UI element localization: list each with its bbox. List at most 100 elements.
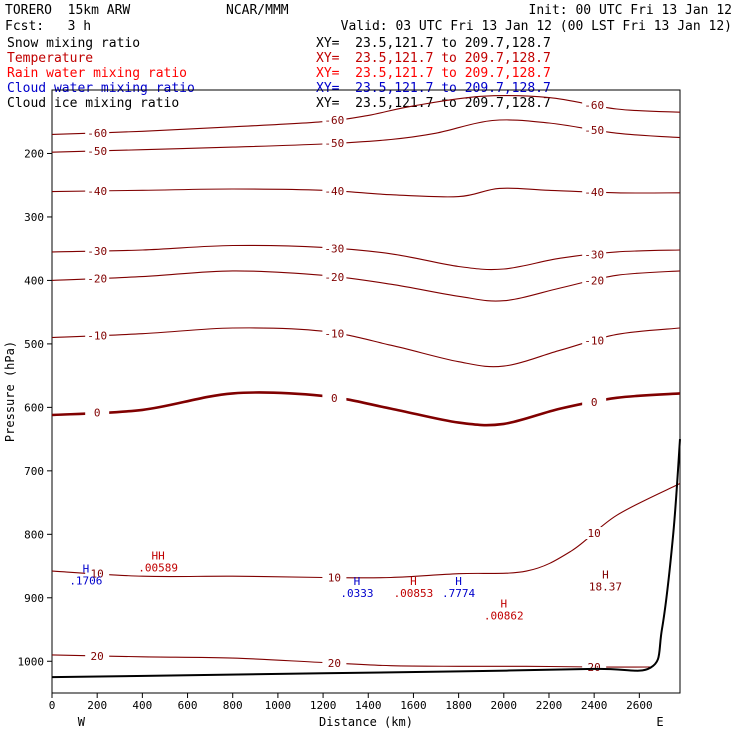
maximum-marker: H [455,575,462,588]
isotherm-line [51,391,681,427]
legend-label: Snow mixing ratio [7,36,141,51]
isotherm-line [51,327,681,368]
isotherm-label-bg [582,334,607,347]
isotherm-label: 0 [331,392,338,405]
x-tick-label: 2200 [536,699,563,712]
isotherm-label-bg [85,144,110,157]
forecast-hour: Fcst: 3 h [5,19,92,34]
isotherm-label: -30 [87,245,107,258]
isotherm-label: -30 [584,248,604,261]
isotherm-label-bg [322,270,347,283]
isotherm-label: 0 [591,396,598,409]
isotherm-label-bg [322,392,347,405]
y-tick-label: 300 [24,211,44,224]
isotherm-label-bg [322,137,347,150]
isotherm-label: 20 [328,657,341,670]
maximum-value: 18.37 [589,581,622,594]
valid-time: Valid: 03 UTC Fri 13 Jan 12 (00 LST Fri … [340,19,732,34]
x-tick-label: 800 [223,699,243,712]
legend-xy: XY= 23.5,121.7 to 209.7,128.7 [316,81,551,96]
isotherm-label: 10 [91,568,104,581]
isotherm-label-bg [582,396,607,409]
maximum-marker: H [410,575,417,588]
x-tick-label: 0 [49,699,56,712]
east-end-label: E [656,715,663,729]
maximum-value: .00853 [394,587,434,600]
x-tick-label: 1200 [310,699,337,712]
isotherm-label-bg [582,527,607,540]
isotherm-label: -60 [324,114,344,127]
isotherm-label: -10 [87,330,107,343]
isotherm-line [51,119,681,153]
legend-label: Cloud water mixing ratio [7,81,195,96]
x-tick-label: 1400 [355,699,382,712]
isotherm-label: -20 [87,273,107,286]
y-tick-label: 400 [24,274,44,287]
maximum-marker: H [83,562,90,575]
isotherm-label: -40 [584,186,604,199]
legend-xy: XY= 23.5,121.7 to 209.7,128.7 [316,36,551,51]
isotherm-label-bg [582,248,607,261]
isotherm-label-bg [322,657,347,670]
isotherm-label-bg [582,185,607,198]
maximum-value: .0333 [340,587,373,600]
x-axis-title: Distance (km) [319,715,413,729]
west-end-label: W [78,715,86,729]
isotherm-label: 0 [94,406,101,419]
x-tick-label: 1600 [400,699,427,712]
isotherm-line [51,95,681,135]
y-tick-label: 700 [24,465,44,478]
legend-xy: XY= 23.5,121.7 to 209.7,128.7 [316,51,551,66]
isotherm-label: 20 [91,650,104,663]
x-tick-label: 2600 [626,699,653,712]
isotherm-line [51,187,681,198]
isotherm-label: -40 [87,185,107,198]
isotherm-label-bg [85,329,110,342]
y-tick-label: 600 [24,401,44,414]
maximum-marker: HH [152,550,165,563]
isotherm-label: -10 [324,328,344,341]
maximum-value: .00589 [138,562,178,575]
isotherm-label-bg [582,274,607,287]
x-tick-label: 1800 [445,699,472,712]
x-tick-label: 200 [87,699,107,712]
legend-label: Rain water mixing ratio [7,66,188,81]
x-tick-label: 1000 [265,699,292,712]
isotherm-label-bg [85,244,110,257]
isotherm-label: -60 [584,99,604,112]
legend-label: Temperature [7,51,94,66]
y-tick-label: 1000 [18,655,45,668]
isotherm-label-bg [85,567,110,580]
x-tick-label: 2000 [491,699,518,712]
isotherm-line [51,654,651,668]
isotherm-label-bg [85,649,110,662]
model-title: TORERO 15km ARW [5,3,131,18]
isotherm-label: -20 [584,274,604,287]
isotherm-label: -50 [584,124,604,137]
isotherm-label: 10 [328,571,341,584]
x-tick-label: 400 [132,699,152,712]
maximum-marker: H [602,569,609,582]
isotherm-label: -20 [324,271,344,284]
isotherm-label-bg [322,242,347,255]
isotherm-label: -30 [324,242,344,255]
isotherm-line [51,270,681,302]
maximum-marker: H [500,597,507,610]
legend-xy: XY= 23.5,121.7 to 209.7,128.7 [316,66,551,81]
isotherm-label-bg [85,406,110,419]
y-axis-title: Pressure (hPa) [3,341,17,442]
isotherm-label-bg [322,327,347,340]
ground-surface-line [51,439,681,679]
isotherm-label-bg [85,126,110,139]
x-tick-label: 2400 [581,699,608,712]
isotherm-label-bg [322,571,347,584]
isotherm-label-bg [322,185,347,198]
isotherm-label-bg [582,99,607,112]
x-tick-label: 600 [178,699,198,712]
isotherm-label: -40 [324,185,344,198]
init-time: Init: 00 UTC Fri 13 Jan 12 [528,3,733,18]
isotherm-line [51,244,681,271]
legend-label: Cloud ice mixing ratio [7,96,180,111]
